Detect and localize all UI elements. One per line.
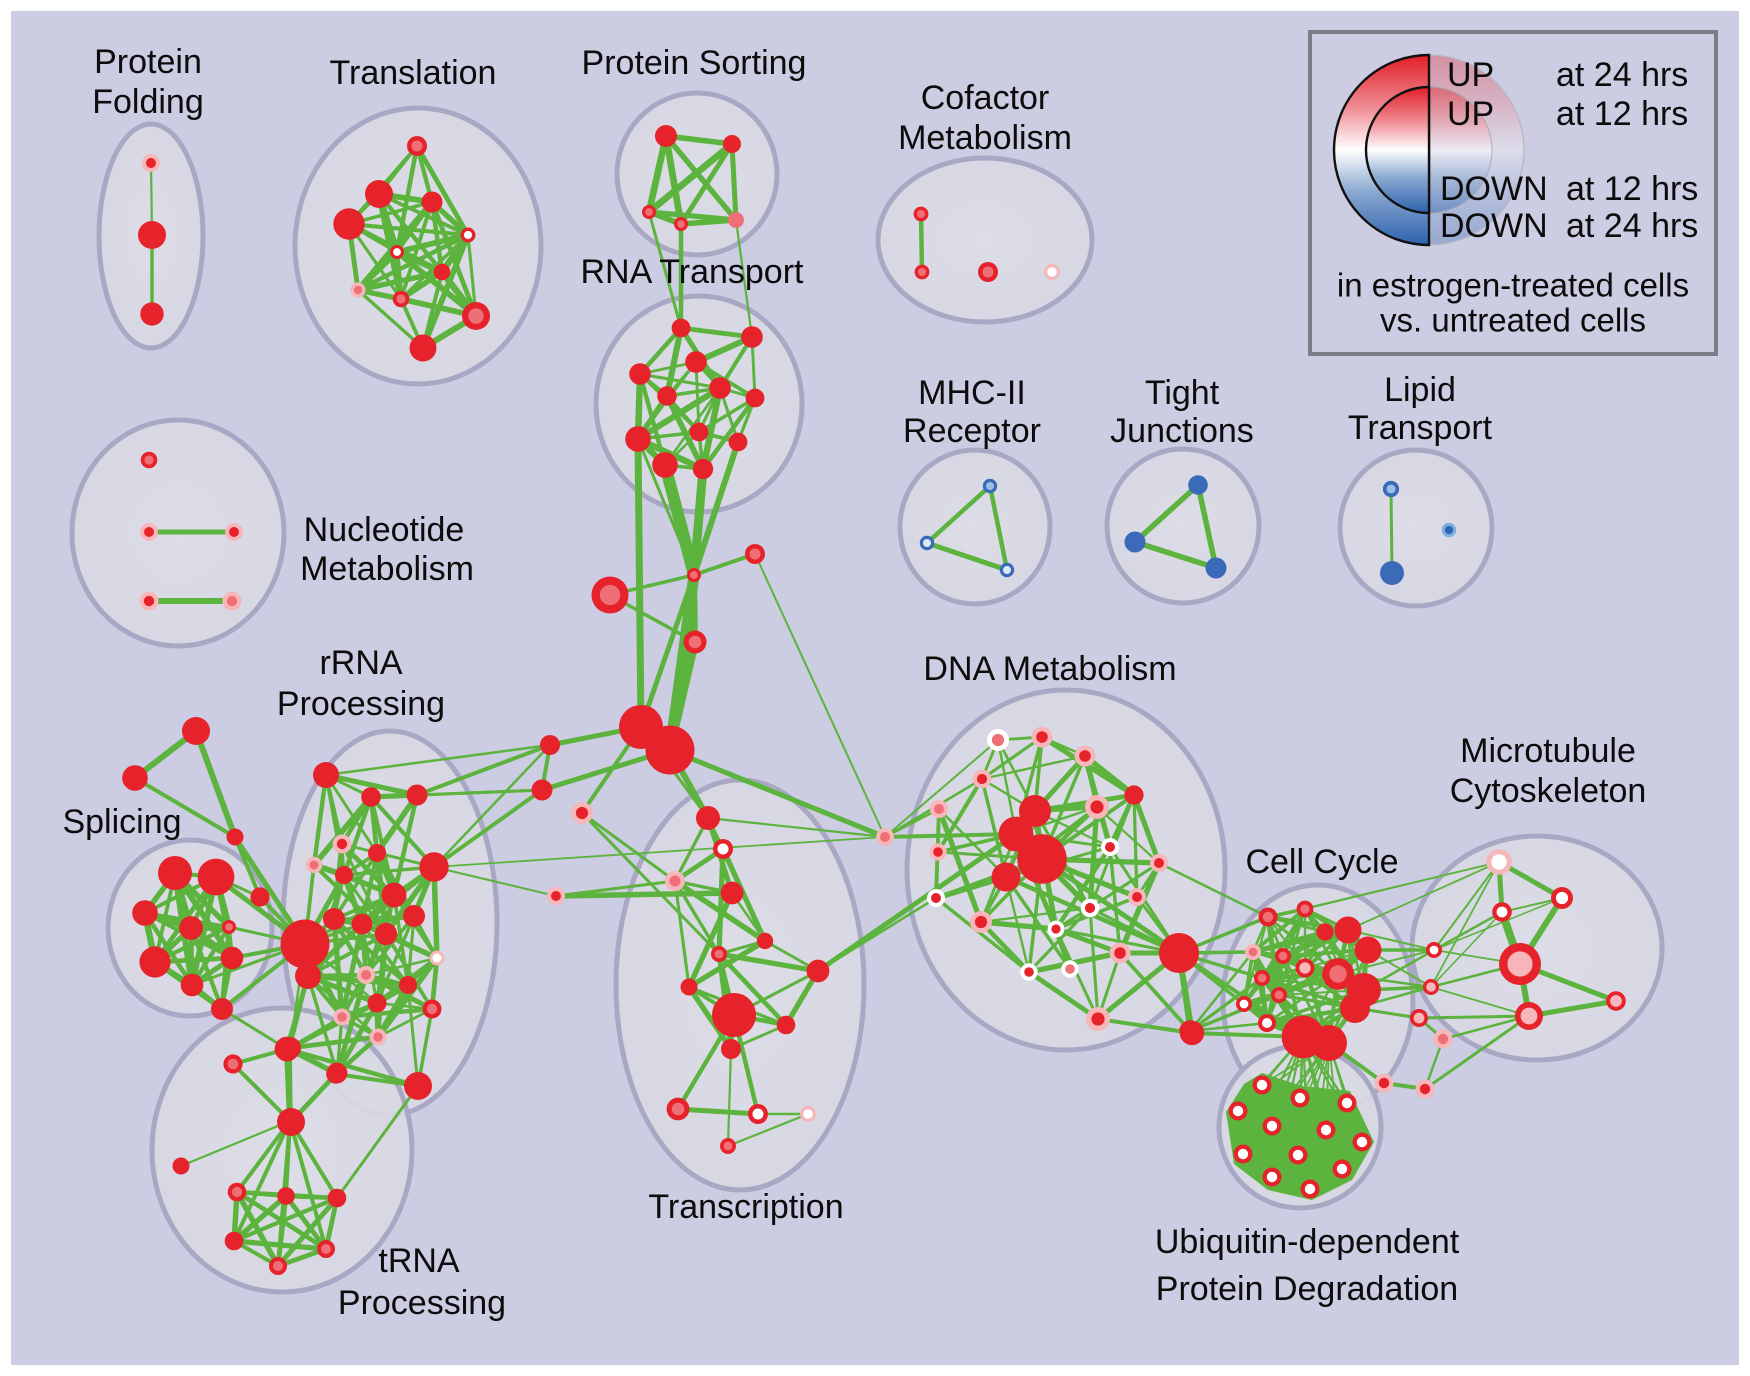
svg-text:at 12 hrs: at 12 hrs bbox=[1556, 95, 1688, 133]
svg-text:Cytoskeleton: Cytoskeleton bbox=[1450, 772, 1647, 810]
svg-text:Splicing: Splicing bbox=[62, 803, 181, 841]
svg-text:Tight: Tight bbox=[1145, 374, 1220, 412]
svg-text:at 12 hrs: at 12 hrs bbox=[1566, 170, 1698, 208]
svg-text:Folding: Folding bbox=[92, 83, 204, 121]
svg-text:Transcription: Transcription bbox=[648, 1188, 843, 1226]
svg-text:Metabolism: Metabolism bbox=[898, 119, 1072, 157]
svg-text:at 24 hrs: at 24 hrs bbox=[1556, 56, 1688, 94]
svg-text:UP: UP bbox=[1447, 95, 1494, 133]
svg-text:Processing: Processing bbox=[277, 685, 445, 723]
svg-text:Translation: Translation bbox=[330, 54, 497, 92]
svg-text:Protein Sorting: Protein Sorting bbox=[582, 44, 807, 82]
svg-text:Receptor: Receptor bbox=[903, 412, 1041, 450]
svg-text:vs. untreated cells: vs. untreated cells bbox=[1380, 302, 1646, 339]
svg-text:Transport: Transport bbox=[1348, 409, 1493, 447]
svg-text:rRNA: rRNA bbox=[319, 644, 402, 682]
svg-text:Cell Cycle: Cell Cycle bbox=[1245, 843, 1398, 881]
svg-text:Microtubule: Microtubule bbox=[1460, 732, 1636, 770]
svg-text:tRNA: tRNA bbox=[378, 1242, 460, 1280]
svg-text:DOWN: DOWN bbox=[1440, 207, 1548, 245]
svg-text:Lipid: Lipid bbox=[1384, 371, 1456, 409]
svg-text:DOWN: DOWN bbox=[1440, 170, 1548, 208]
svg-text:MHC-II: MHC-II bbox=[918, 374, 1026, 412]
svg-text:Metabolism: Metabolism bbox=[300, 550, 474, 588]
svg-text:Nucleotide: Nucleotide bbox=[304, 511, 465, 549]
svg-text:Processing: Processing bbox=[338, 1284, 506, 1322]
svg-text:in estrogen-treated cells: in estrogen-treated cells bbox=[1337, 267, 1689, 304]
svg-text:RNA Transport: RNA Transport bbox=[581, 253, 805, 291]
svg-text:UP: UP bbox=[1447, 56, 1494, 94]
svg-text:Ubiquitin-dependent: Ubiquitin-dependent bbox=[1155, 1223, 1460, 1261]
svg-text:at 24 hrs: at 24 hrs bbox=[1566, 207, 1698, 245]
svg-text:DNA Metabolism: DNA Metabolism bbox=[923, 650, 1176, 688]
svg-text:Protein Degradation: Protein Degradation bbox=[1156, 1270, 1458, 1308]
svg-text:Junctions: Junctions bbox=[1110, 412, 1254, 450]
svg-text:Protein: Protein bbox=[94, 43, 202, 81]
svg-text:Cofactor: Cofactor bbox=[921, 79, 1050, 117]
